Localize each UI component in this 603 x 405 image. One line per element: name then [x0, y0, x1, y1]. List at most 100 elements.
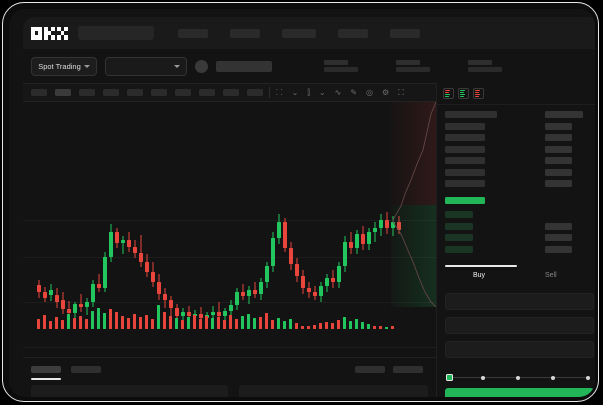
volume-bar [79, 316, 82, 329]
candle-body [103, 257, 107, 288]
orderbook-ask-row[interactable] [445, 157, 485, 164]
orderbook-ask-qty[interactable] [545, 134, 572, 141]
percent-slider[interactable] [446, 373, 593, 382]
orderbook-asks-icon[interactable] [473, 88, 484, 99]
orderbook-ask-row[interactable] [445, 168, 485, 176]
global-search-input[interactable] [78, 26, 154, 40]
orderbook-bid-qty[interactable] [545, 234, 572, 241]
slider-step-100[interactable] [586, 375, 590, 380]
orderbook-bids-icon[interactable] [458, 88, 469, 99]
timeframe-1[interactable] [31, 89, 47, 96]
orderbook-ask-row[interactable] [445, 111, 497, 118]
orderbook-ask-row[interactable] [445, 180, 485, 187]
bottom-tab-1[interactable] [31, 366, 61, 373]
order-book-view-modes [437, 83, 595, 105]
candle [199, 102, 203, 357]
bottom-panel-left[interactable] [31, 385, 228, 397]
orderbook-ask-row[interactable] [445, 122, 485, 130]
bottom-panel-right[interactable] [239, 385, 428, 397]
stat-label [324, 59, 348, 65]
draw-tool-icon[interactable]: ✎ [350, 88, 358, 97]
submit-buy-button[interactable] [445, 388, 594, 397]
orderbook-last-price[interactable] [445, 197, 485, 204]
candle [319, 102, 323, 357]
slider-step-50[interactable] [516, 375, 520, 380]
volume-bar [319, 323, 322, 329]
timeframe-6[interactable] [151, 89, 167, 96]
slider-handle[interactable] [446, 374, 453, 381]
settings-icon[interactable]: ⚙ [382, 88, 390, 97]
volume-bar [61, 320, 64, 329]
indicator-icon[interactable]: ∿ [334, 88, 342, 97]
nav-item-1[interactable] [178, 28, 208, 38]
alert-icon[interactable]: ◎ [366, 88, 373, 97]
candle [73, 102, 77, 357]
candle [145, 102, 149, 357]
market-type-dropdown[interactable]: Spot Trading [31, 56, 97, 76]
candle [235, 102, 239, 357]
slider-step-25[interactable] [481, 375, 485, 380]
trading-pair-selector[interactable] [105, 56, 187, 76]
volume-bar [325, 322, 328, 329]
candle-body [217, 312, 221, 316]
candle [133, 102, 137, 357]
volume-bar [355, 319, 358, 329]
orderbook-ask-qty[interactable] [545, 122, 572, 130]
timeframe-9[interactable] [223, 89, 239, 96]
orderbook-ask-qty[interactable] [545, 145, 572, 153]
candle-body [361, 234, 365, 244]
volume-bar [343, 317, 346, 329]
nav-item-2[interactable] [230, 28, 260, 38]
bottom-action-1[interactable] [355, 366, 385, 373]
orderbook-bid-qty[interactable] [545, 222, 572, 230]
orderbook-bid-qty[interactable] [545, 246, 572, 253]
tab-sell[interactable]: Sell [545, 272, 557, 279]
total-field[interactable] [445, 341, 594, 358]
candle [241, 102, 245, 357]
orderbook-bid-row[interactable] [445, 245, 473, 253]
candle [151, 102, 155, 357]
bottom-tab-2[interactable] [71, 366, 101, 373]
okx-logo[interactable] [31, 26, 68, 40]
orderbook-ask-row[interactable] [445, 145, 485, 153]
amount-field[interactable] [445, 317, 594, 334]
timeframe-2[interactable] [55, 89, 71, 96]
price-chart[interactable] [23, 102, 436, 357]
nav-item-5[interactable] [390, 28, 420, 38]
timeframe-7[interactable] [175, 89, 191, 96]
candle-type-icon[interactable]: ⫿ [307, 87, 310, 97]
orderbook-ask-row[interactable] [445, 134, 485, 141]
chevron-down-icon-2[interactable]: ⌄ [318, 88, 326, 97]
nav-item-3[interactable] [282, 28, 316, 38]
device-frame: Spot Trading ⸬ ⌄ ⫿ ⌄ ∿ ✎ ◎ ⚙ ⛶ [9, 9, 595, 397]
orderbook-ask-qty[interactable] [545, 111, 583, 118]
orderbook-bid-row[interactable] [445, 211, 473, 218]
timeframe-10[interactable] [247, 89, 263, 96]
interval-label[interactable]: ⸬ [276, 88, 283, 97]
coin-avatar [195, 59, 208, 73]
timeframe-8[interactable] [199, 89, 215, 96]
toolbar-divider [269, 87, 270, 98]
timeframe-4[interactable] [103, 89, 119, 96]
timeframe-3[interactable] [79, 89, 95, 96]
timeframe-5[interactable] [127, 89, 143, 96]
fullscreen-icon[interactable]: ⛶ [398, 87, 404, 97]
candle-body [385, 220, 389, 228]
tab-buy[interactable]: Buy [473, 272, 486, 279]
orderbook-ask-qty[interactable] [545, 157, 572, 164]
orderbook-bid-row[interactable] [445, 222, 473, 230]
candle [361, 102, 365, 357]
orderbook-both-icon[interactable] [443, 88, 454, 99]
nav-item-4[interactable] [338, 28, 368, 38]
candle-body [313, 292, 317, 296]
orderbook-ask-qty[interactable] [545, 168, 572, 176]
orderbook-bid-row[interactable] [445, 234, 473, 241]
price-field[interactable] [445, 293, 594, 310]
chevron-down-icon[interactable]: ⌄ [291, 88, 299, 97]
slider-step-75[interactable] [551, 375, 555, 380]
candle [223, 102, 227, 357]
orderbook-ask-qty[interactable] [545, 180, 572, 187]
bottom-action-2[interactable] [393, 366, 423, 373]
volume-bar [91, 311, 94, 329]
volume-bar [199, 319, 202, 329]
